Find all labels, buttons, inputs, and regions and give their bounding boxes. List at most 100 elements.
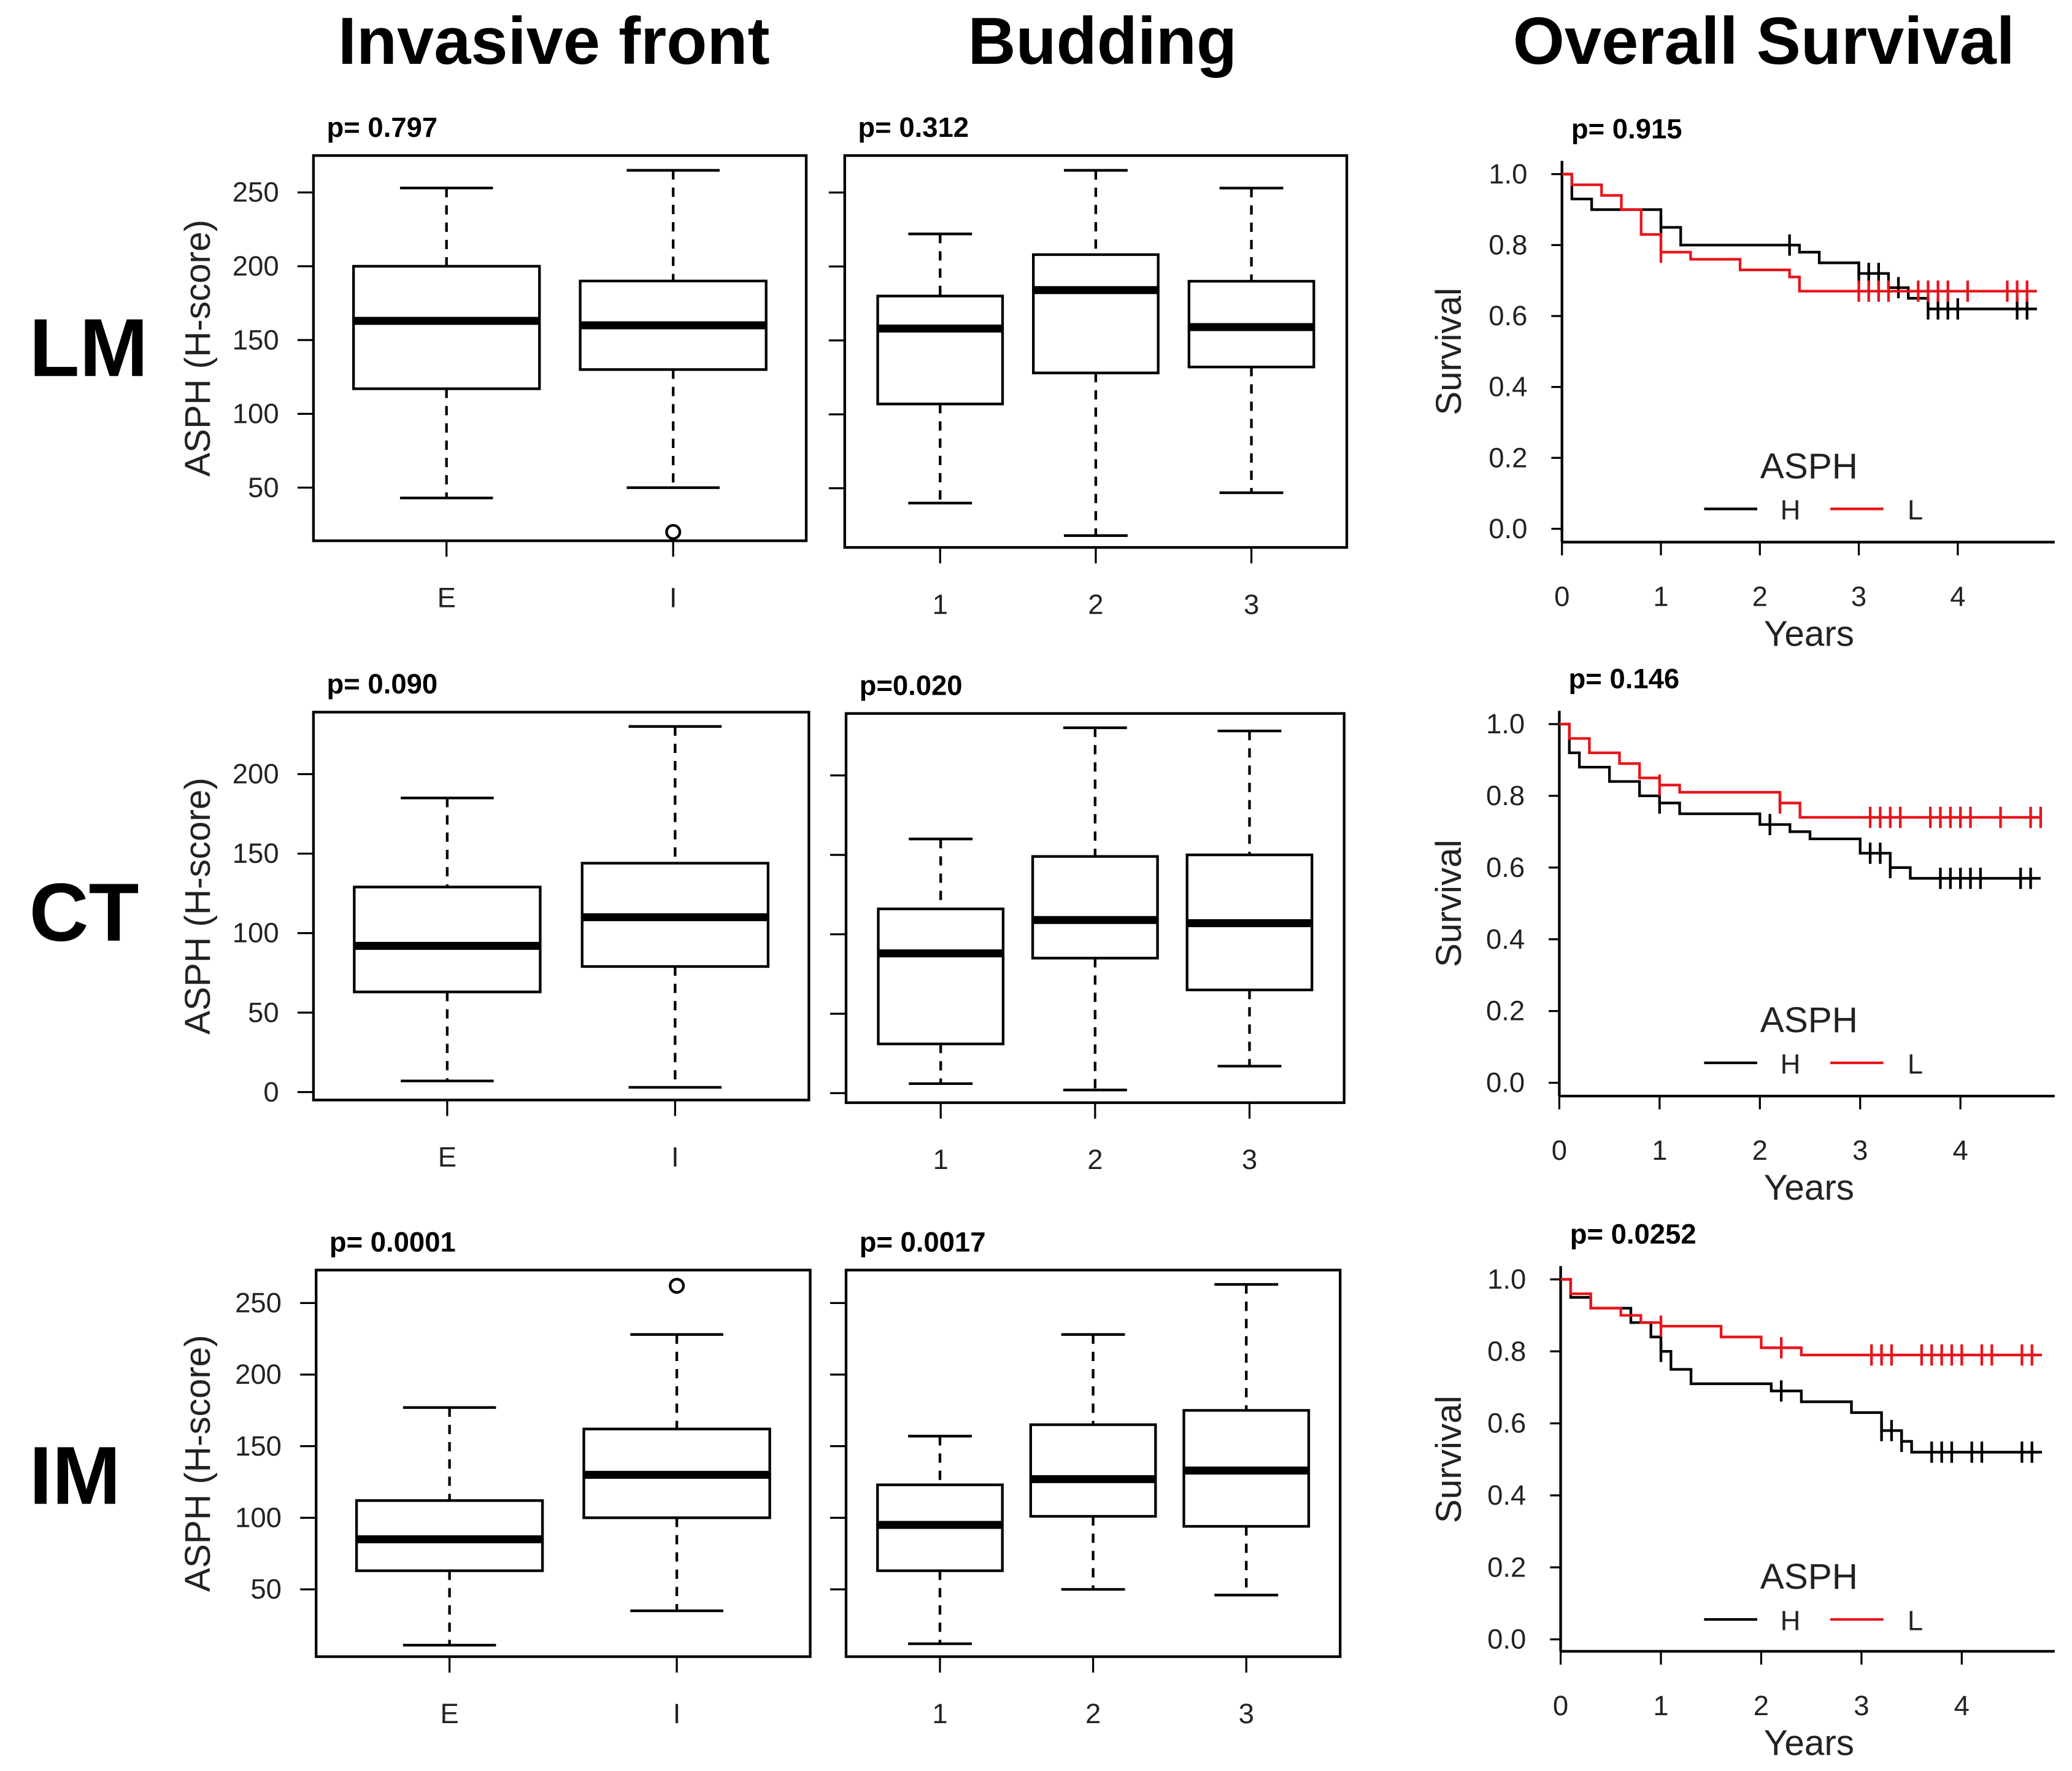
- series-L: [1562, 172, 2037, 302]
- survival-curve: [1559, 722, 2041, 880]
- y-axis-label: Survival: [1429, 1395, 1469, 1523]
- p-value: p= 0.0017: [860, 1226, 986, 1257]
- outlier-point: [665, 523, 682, 540]
- legend-label-h: H: [1781, 1605, 1801, 1636]
- x-tick-label: 4: [1954, 1690, 1970, 1721]
- x-tick-label: 3: [1851, 581, 1866, 612]
- y-tick-label: 0.2: [1486, 995, 1525, 1027]
- p-value: p= 0.0252: [1570, 1218, 1696, 1249]
- y-axis-label: ASPH (H-score): [178, 777, 218, 1035]
- legend-label-l: L: [1908, 1605, 1923, 1636]
- y-tick-label: 1.0: [1486, 708, 1525, 739]
- x-tick-label: 0: [1553, 1690, 1568, 1721]
- iqr-box: [877, 907, 1005, 1046]
- box-I: [582, 1278, 771, 1613]
- x-tick-label: 0: [1554, 581, 1569, 612]
- box-E: [355, 1406, 544, 1647]
- plot-frame: [315, 1268, 812, 1658]
- box-1: [877, 838, 1005, 1086]
- y-tick-label: 0.6: [1486, 852, 1525, 883]
- x-tick-label: 4: [1950, 581, 1965, 612]
- x-tick-label: 1: [933, 1144, 949, 1175]
- x-tick-label: 1: [933, 588, 948, 620]
- box-2: [1031, 726, 1159, 1092]
- x-axis-label: Years: [1764, 1723, 1854, 1763]
- y-axis-label: ASPH (H-score): [178, 1335, 218, 1592]
- y-tick-label: 0.0: [1486, 1067, 1525, 1098]
- series-H: [1559, 722, 2041, 889]
- y-tick-label: 200: [235, 1359, 282, 1390]
- p-value: p= 0.797: [327, 112, 438, 143]
- y-axis-label: ASPH (H-score): [178, 220, 218, 477]
- box-E: [353, 797, 542, 1082]
- box-I: [579, 169, 768, 540]
- boxplot-ct-invasive-front: p= 0.090 0 50 100 150 200 ASPH (H-score) E I: [178, 668, 811, 1173]
- x-tick-label: 3: [1244, 588, 1259, 620]
- y-tick-label: 1.0: [1487, 1264, 1526, 1295]
- x-tick-label: 3: [1242, 1144, 1257, 1175]
- x-axis-label: Years: [1764, 1168, 1854, 1208]
- y-tick-label: 100: [233, 398, 279, 430]
- legend-label-h: H: [1781, 1048, 1801, 1079]
- x-tick-label: 1: [1653, 1690, 1668, 1721]
- boxplot-ct-budding: p=0.020 1 2 3: [830, 669, 1346, 1175]
- x-tick-label: 3: [1854, 1690, 1869, 1721]
- x-axis-label: Years: [1764, 614, 1854, 654]
- box-2: [1032, 169, 1160, 537]
- row-label-ct: CT: [29, 867, 139, 959]
- y-axis-label: Survival: [1429, 839, 1469, 967]
- legend-title: ASPH: [1760, 447, 1858, 487]
- y-tick-label: 0: [263, 1076, 279, 1108]
- y-tick-label: 0.4: [1486, 924, 1525, 955]
- x-tick-label: 0: [1552, 1135, 1567, 1166]
- y-tick-label: 0.8: [1487, 1335, 1526, 1367]
- box-3: [1182, 1283, 1311, 1597]
- y-tick-label: 0.8: [1489, 230, 1527, 261]
- column-title-overall-survival: Overall Survival: [1513, 4, 2015, 78]
- legend-label-l: L: [1908, 1048, 1923, 1079]
- y-tick-label: 0.6: [1487, 1408, 1526, 1439]
- x-tick-label: E: [437, 582, 456, 613]
- y-tick-label: 0.2: [1489, 442, 1527, 473]
- row-label-lm: LM: [29, 303, 148, 394]
- p-value: p= 0.915: [1571, 113, 1682, 144]
- p-value: p= 0.090: [327, 668, 438, 700]
- survival-curve: [1559, 722, 2041, 819]
- y-tick-label: 0.6: [1489, 300, 1527, 331]
- y-tick-label: 200: [233, 250, 279, 282]
- y-tick-label: 150: [233, 838, 279, 869]
- outlier-point: [669, 1278, 685, 1294]
- series-L: [1560, 1278, 2043, 1366]
- x-tick-label: I: [673, 1698, 681, 1729]
- survival-curve: [1562, 172, 2037, 311]
- boxplot-lm-invasive-front: p= 0.797 50 100 150 200 250 ASPH (H-score) E I: [178, 112, 808, 613]
- column-title-budding: Budding: [968, 4, 1237, 78]
- box-3: [1187, 187, 1315, 495]
- x-tick-label: 1: [932, 1698, 947, 1729]
- boxplot-im-budding: p= 0.0017 1 2 3: [830, 1226, 1342, 1729]
- km-plot-im: 0.0 0.2 0.4 0.6 0.8 1.0 0 1 2 3 4 p= 0.0252 Survival…: [1429, 1218, 2055, 1763]
- y-tick-label: 50: [248, 472, 279, 503]
- legend-label-h: H: [1781, 495, 1801, 526]
- y-tick-label: 150: [235, 1430, 282, 1462]
- survival-curve: [1560, 1278, 2043, 1454]
- x-tick-label: 2: [1754, 1690, 1769, 1721]
- survival-curve: [1562, 172, 2037, 293]
- series-H: [1562, 172, 2037, 320]
- plot-frame: [312, 154, 808, 542]
- y-tick-label: 0.8: [1486, 780, 1525, 811]
- x-tick-label: E: [438, 1141, 456, 1173]
- x-tick-label: 2: [1752, 1135, 1768, 1166]
- row-label-im: IM: [29, 1430, 121, 1522]
- legend-title: ASPH: [1760, 1000, 1858, 1040]
- iqr-box: [876, 295, 1004, 406]
- boxplot-im-invasive-front: p= 0.0001 50 100 150 200 250 ASPH (H-score) E I: [178, 1226, 812, 1729]
- series-L: [1559, 722, 2043, 828]
- km-plot-ct: 0.0 0.2 0.4 0.6 0.8 1.0 0 1 2 3 4 p= 0.146 Survival Y…: [1429, 663, 2055, 1208]
- box-1: [876, 233, 1004, 504]
- iqr-box: [353, 886, 542, 994]
- y-tick-label: 1.0: [1489, 158, 1527, 190]
- y-tick-label: 50: [250, 1573, 282, 1605]
- y-tick-label: 0.4: [1489, 371, 1527, 403]
- y-axis-label: Survival: [1429, 288, 1469, 415]
